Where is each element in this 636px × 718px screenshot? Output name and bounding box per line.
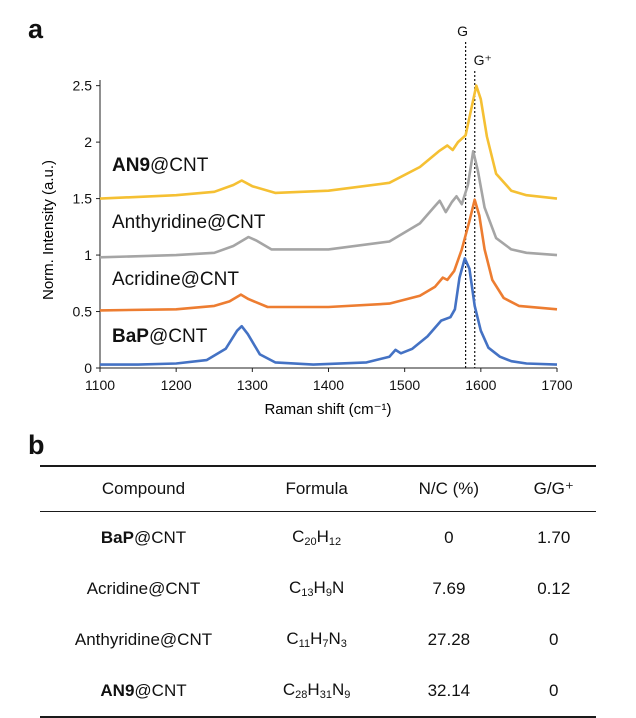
- formula-cell: C20H12: [292, 527, 342, 548]
- panel-a-label: a: [28, 14, 44, 44]
- nc-cell: 32.14: [386, 665, 512, 718]
- x-tick-label: 1200: [161, 377, 192, 393]
- compound-cell: Acridine@CNT: [86, 578, 201, 598]
- chart-axes: 1100 1200 1300 1400 1500 1600 1700 0 0.5 1 1.5 2 2.5: [73, 78, 573, 393]
- series-label-acridine: Acridine@CNT: [112, 269, 239, 290]
- compound-cell: BaP@CNT: [100, 527, 187, 547]
- reference-line-label-1: G⁺: [474, 52, 492, 68]
- series-label-an9: AN9@CNT: [112, 155, 209, 176]
- y-tick-label: 2.5: [73, 78, 93, 94]
- reference-line-label-0: G: [457, 23, 468, 39]
- y-tick-label: 1.5: [73, 191, 93, 207]
- y-tick-label: 0.5: [73, 304, 93, 320]
- series-line-acridine: [99, 198, 558, 312]
- x-tick-label: 1100: [85, 377, 115, 393]
- series-line-bap: [100, 257, 558, 366]
- gg-cell: 0.12: [537, 578, 571, 598]
- nc-cell: 7.69: [432, 578, 466, 598]
- panel-b-label: b: [28, 430, 45, 460]
- table-header-row: Compound Formula N/C (%) G/G⁺: [40, 465, 596, 512]
- raman-chart: 1100 1200 1300 1400 1500 1600 1700 0 0.5 1 1.5 2 2.5…: [40, 23, 573, 418]
- series-label-anthyridine: Anthyridine@CNT: [112, 212, 266, 233]
- table-row: Acridine@CNT C13H9N 7.69 0.12: [40, 563, 596, 614]
- table-row: AN9@CNT C28H31N9 32.14 0: [40, 665, 596, 718]
- table-row: BaP@CNT C20H12 0 1.70: [40, 512, 596, 564]
- x-tick-label: 1700: [541, 377, 572, 393]
- x-tick-label: 1600: [465, 377, 496, 393]
- compound-table: Compound Formula N/C (%) G/G⁺ BaP@CNT C20…: [40, 465, 596, 718]
- series-label-bap: BaP@CNT: [112, 326, 208, 347]
- x-tick-label: 1400: [313, 377, 344, 393]
- compound-cell: Anthyridine@CNT: [74, 629, 213, 649]
- y-tick-label: 0: [84, 360, 92, 376]
- formula-cell: C11H7N3: [286, 629, 347, 650]
- header-gg: G/G⁺: [511, 465, 596, 512]
- chart-series: [99, 84, 558, 366]
- formula-cell: C13H9N: [289, 578, 345, 599]
- x-axis-label: Raman shift (cm⁻¹): [264, 401, 391, 418]
- series-line-anthyridine: [99, 149, 558, 259]
- header-compound: Compound: [40, 465, 247, 512]
- formula-cell: C28H31N9: [247, 665, 387, 718]
- compound-cell: AN9@CNT: [40, 665, 247, 718]
- series-line-an9: [99, 84, 558, 200]
- header-nc: N/C (%): [386, 465, 512, 512]
- y-tick-label: 1: [84, 247, 92, 263]
- series-labels: BaP@CNT Acridine@CNT Anthyridine@CNT AN9@CN…: [112, 155, 266, 347]
- y-tick-label: 2: [84, 134, 92, 150]
- table-row: Anthyridine@CNT C11H7N3 27.28 0: [40, 614, 596, 665]
- nc-cell: 27.28: [427, 629, 471, 649]
- x-tick-label: 1500: [389, 377, 420, 393]
- y-axis-label: Norm. Intensity (a.u.): [40, 160, 57, 300]
- header-formula: Formula: [247, 465, 387, 512]
- x-tick-label: 1300: [237, 377, 268, 393]
- reference-lines: G G⁺: [457, 23, 492, 368]
- gg-cell: 0: [511, 665, 596, 718]
- gg-cell: 0: [549, 629, 559, 649]
- gg-cell: 1.70: [537, 527, 571, 547]
- nc-cell: 0: [444, 527, 454, 547]
- table-body: BaP@CNT C20H12 0 1.70 Acridine@CNT C13H9N 7.69…: [40, 512, 596, 718]
